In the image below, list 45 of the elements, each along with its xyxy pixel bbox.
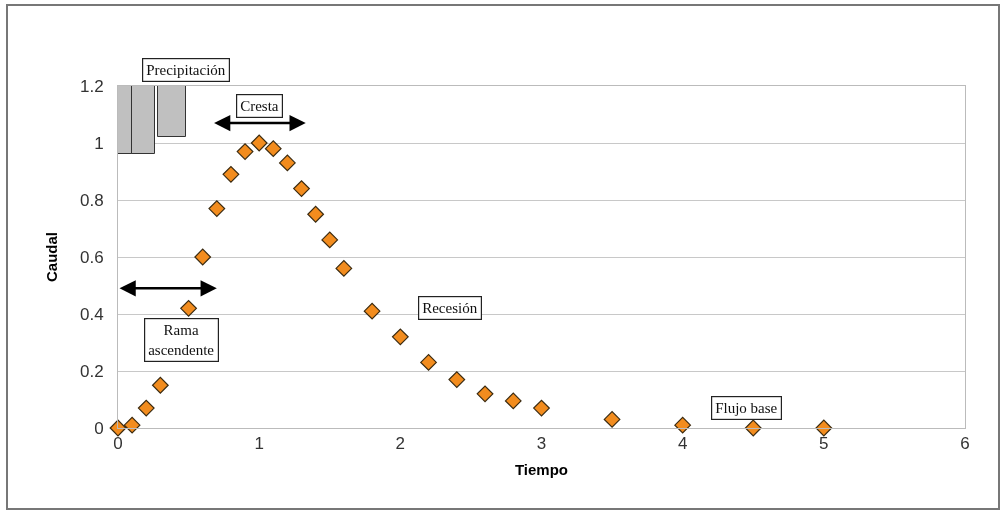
annotation: Recesión <box>422 300 478 317</box>
y-tick-label: 0.4 <box>79 304 104 324</box>
point <box>335 260 353 277</box>
point <box>363 302 381 320</box>
point <box>420 354 437 371</box>
point <box>151 376 169 394</box>
point <box>293 180 310 197</box>
x-tick-label: 6 <box>960 434 970 454</box>
point <box>123 416 141 434</box>
x-tick-label: 4 <box>677 434 688 454</box>
text: Precipitación <box>146 62 226 79</box>
x-tick-label: 3 <box>536 434 547 454</box>
annotation: Flujo base <box>715 400 778 417</box>
point <box>222 165 240 183</box>
y-axis-title: Caudal <box>43 231 61 283</box>
y-tick-label: 0 <box>94 418 104 438</box>
point <box>279 154 296 172</box>
y-tick-label: 0.8 <box>79 190 104 210</box>
point <box>448 371 466 388</box>
point <box>250 134 268 152</box>
point <box>603 411 621 428</box>
point <box>476 385 494 403</box>
x-tick-label: 1 <box>254 434 264 454</box>
y-tick-label: 0.2 <box>79 361 104 381</box>
point <box>674 416 692 434</box>
annotation: Rama ascendente <box>148 322 215 358</box>
point <box>321 231 339 249</box>
point <box>307 205 325 223</box>
point <box>137 399 155 417</box>
y-tick-label: 1 <box>94 133 104 153</box>
point <box>533 399 550 417</box>
point <box>264 140 282 158</box>
y-tick-label: 0.6 <box>79 247 104 267</box>
point <box>504 392 522 410</box>
point <box>391 328 409 346</box>
point <box>180 299 197 317</box>
x-tick-label: 0 <box>113 434 123 454</box>
annotation: Cresta <box>240 98 279 115</box>
point <box>236 143 254 160</box>
y-tick-label: 1.2 <box>79 76 104 96</box>
x-axis-title: Tiempo <box>514 461 569 479</box>
x-tick-label: 5 <box>819 434 829 454</box>
x-tick-label: 2 <box>395 434 406 454</box>
point <box>194 248 212 266</box>
point <box>208 200 226 217</box>
